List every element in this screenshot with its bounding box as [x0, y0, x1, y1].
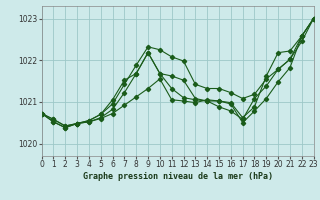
X-axis label: Graphe pression niveau de la mer (hPa): Graphe pression niveau de la mer (hPa): [83, 172, 273, 181]
